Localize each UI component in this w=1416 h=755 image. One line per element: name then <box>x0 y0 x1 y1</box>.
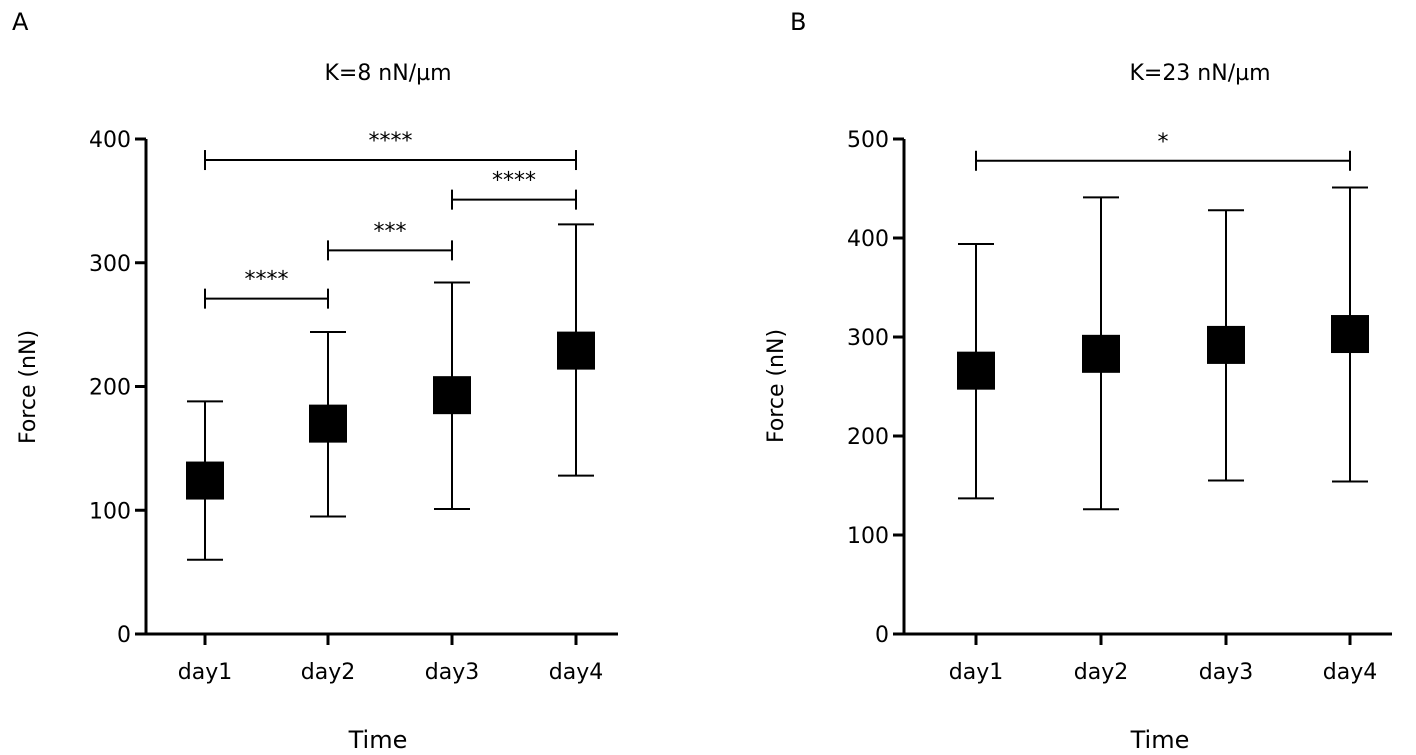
data-point <box>1207 325 1245 364</box>
significance-label: **** <box>492 169 536 194</box>
chart-title: K=8 nN/µm <box>324 61 451 86</box>
y-tick-label: 100 <box>89 499 131 524</box>
y-axis-label: Force (nN) <box>764 329 789 443</box>
data-point <box>309 404 347 443</box>
y-tick-label: 300 <box>89 252 131 277</box>
data-point <box>1331 315 1369 354</box>
y-tick-label: 400 <box>89 128 131 153</box>
x-tick-label: day4 <box>1323 660 1377 685</box>
x-axis-label: Time <box>1130 726 1190 754</box>
data-point <box>1082 334 1120 373</box>
x-tick-label: day1 <box>178 660 232 685</box>
chart-panel-b: B K=23 nN/µm 0 100 200 300 400 500 day1 day2 day… <box>764 8 1392 754</box>
chart-title: K=23 nN/µm <box>1129 61 1270 86</box>
x-tick-label: day3 <box>425 660 479 685</box>
panel-label: A <box>12 8 29 36</box>
data-point <box>957 351 995 390</box>
significance-label: **** <box>369 129 413 154</box>
y-tick-label: 100 <box>847 524 889 549</box>
chart-panel-a: A K=8 nN/µm 0 100 200 300 400 day1 day2 day3 day… <box>12 8 618 754</box>
x-tick-label: day1 <box>949 660 1003 685</box>
x-tick-label: day3 <box>1199 660 1253 685</box>
y-tick-label: 200 <box>89 376 131 401</box>
y-tick-label: 200 <box>847 425 889 450</box>
data-point <box>433 376 471 415</box>
x-tick-label: day4 <box>549 660 603 685</box>
x-axis-label: Time <box>348 726 408 754</box>
y-tick-label: 500 <box>847 128 889 153</box>
y-tick-label: 400 <box>847 227 889 252</box>
data-point <box>557 331 595 370</box>
y-tick-label: 0 <box>117 623 131 648</box>
plot-area: 0 100 200 300 400 500 day1 day2 day3 day4 * <box>847 128 1392 685</box>
y-axis-label: Force (nN) <box>16 330 41 444</box>
x-tick-label: day2 <box>301 660 355 685</box>
y-tick-label: 300 <box>847 326 889 351</box>
y-tick-label: 0 <box>875 623 889 648</box>
x-tick-label: day2 <box>1074 660 1128 685</box>
data-point <box>186 461 224 500</box>
significance-label: **** <box>245 268 289 293</box>
significance-label: * <box>1158 130 1169 155</box>
panel-label: B <box>790 8 806 36</box>
significance-label: *** <box>374 219 407 244</box>
